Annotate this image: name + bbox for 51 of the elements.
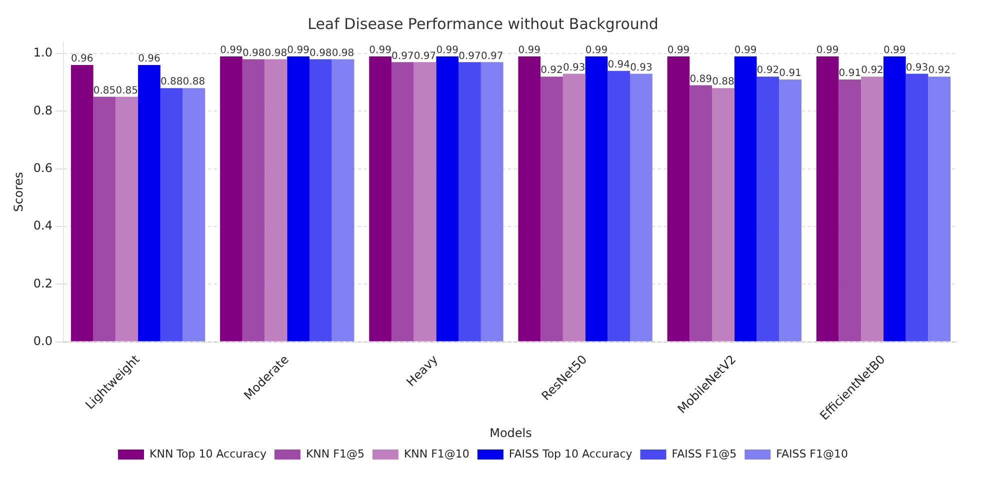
data-label: 0.99 <box>369 45 392 56</box>
data-label: 0.89 <box>690 74 712 85</box>
legend-label: FAISS Top 10 Accuracy <box>508 447 633 460</box>
y-tick-label: 0.0 <box>33 334 52 348</box>
data-label: 0.91 <box>838 68 862 80</box>
data-label: 0.99 <box>220 45 242 56</box>
data-label: 0.88 <box>712 76 734 88</box>
data-label: 0.99 <box>816 45 839 56</box>
data-label: 0.99 <box>667 45 690 56</box>
data-label: 0.99 <box>287 45 310 56</box>
x-axis-title: Models <box>490 426 532 440</box>
data-label: 0.99 <box>436 45 459 56</box>
data-label: 0.92 <box>861 65 884 76</box>
data-label: 0.94 <box>608 59 630 70</box>
data-label: 0.99 <box>734 45 757 56</box>
data-label: 0.99 <box>884 45 906 56</box>
data-label: 0.99 <box>585 45 608 56</box>
y-tick-label: 1.0 <box>33 46 52 60</box>
data-label: 0.97 <box>480 50 504 62</box>
legend-label: KNN Top 10 Accuracy <box>150 447 267 460</box>
data-label: 0.92 <box>756 65 780 76</box>
y-tick-label: 0.2 <box>33 276 52 290</box>
data-label: 0.93 <box>906 62 928 74</box>
data-label: 0.93 <box>562 62 586 74</box>
data-label: 0.93 <box>630 62 652 74</box>
data-label: 0.91 <box>779 68 802 80</box>
data-label: 0.99 <box>518 45 541 56</box>
data-label: 0.88 <box>160 76 183 88</box>
data-label: 0.97 <box>392 50 414 62</box>
data-label: 0.96 <box>70 54 94 65</box>
y-tick-label: 0.4 <box>33 218 52 233</box>
data-label: 0.98 <box>264 48 288 59</box>
legend-label: KNN F1@10 <box>404 447 470 460</box>
chart-title: Leaf Disease Performance without Background <box>308 14 658 33</box>
legend-label: FAISS F1@10 <box>776 447 848 460</box>
y-tick-label: 0.8 <box>33 103 52 118</box>
legend-label: FAISS F1@5 <box>672 447 737 460</box>
data-label: 0.97 <box>458 50 481 62</box>
data-label: 0.98 <box>310 48 332 59</box>
data-label: 0.92 <box>928 65 950 76</box>
data-label: 0.97 <box>414 50 436 62</box>
data-label: 0.98 <box>242 48 265 59</box>
data-label: 0.88 <box>182 76 206 88</box>
y-axis-title: Scores <box>11 172 26 212</box>
data-label: 0.98 <box>332 48 354 59</box>
data-label: 0.85 <box>93 85 116 96</box>
y-tick-label: 0.6 <box>33 160 52 175</box>
legend-label: KNN F1@5 <box>306 447 364 460</box>
data-label: 0.96 <box>138 54 160 65</box>
data-label: 0.92 <box>540 65 563 76</box>
data-label: 0.85 <box>116 85 138 96</box>
